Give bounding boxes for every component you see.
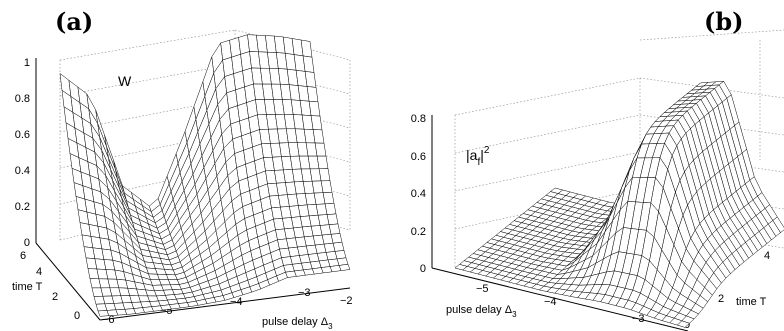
surface-patch xyxy=(338,264,351,271)
tick-label: 1 xyxy=(24,57,30,69)
panel-b-surface xyxy=(454,80,784,328)
surface-patch xyxy=(320,180,333,193)
surface-patch xyxy=(316,155,329,170)
panel-b-x-label: pulse delay Δ3 xyxy=(446,304,517,319)
surface-patch xyxy=(328,223,341,235)
tick-label: 4 xyxy=(36,266,42,278)
panel-b-z-ticks: 0.8 0.6 0.4 0.2 0 xyxy=(411,113,426,275)
surface-patch xyxy=(324,203,337,215)
surface-patch xyxy=(314,142,327,157)
tick-label: 2 xyxy=(718,293,724,305)
surface-patch xyxy=(322,192,335,205)
tick-label: 6 xyxy=(20,250,26,262)
surface-patch xyxy=(334,250,347,260)
panel-a-y-label: time T xyxy=(12,281,43,293)
panel-a-axes xyxy=(35,58,351,321)
tick-label: 0.2 xyxy=(411,226,426,238)
surface-patch xyxy=(310,115,323,131)
tick-label: 2 xyxy=(52,291,58,303)
tick-label: −3 xyxy=(298,287,311,299)
panel-a-label: (a) xyxy=(55,7,93,36)
panel-a-z-ticks: 1 0.8 0.6 0.4 0.2 0 xyxy=(15,57,30,249)
panel-b-y-label: time T xyxy=(736,296,767,308)
tick-label: −6 xyxy=(102,314,115,326)
tick-label: 0.8 xyxy=(15,93,30,105)
surface-patch xyxy=(308,100,321,117)
tick-label: 0.2 xyxy=(15,201,30,213)
tick-label: 0 xyxy=(420,263,426,275)
surface-patch xyxy=(330,233,343,244)
tick-label: 0.4 xyxy=(15,165,30,177)
tick-label: 4 xyxy=(764,250,770,262)
surface-patch xyxy=(676,320,690,328)
tick-label: −4 xyxy=(544,296,557,308)
tick-label: −2 xyxy=(340,295,353,307)
panel-b-x-ticks: −5 −4 −3 xyxy=(476,283,645,325)
surface-patch xyxy=(300,39,313,58)
panel-a-z-label: W xyxy=(118,73,132,89)
tick-label: −4 xyxy=(230,296,243,308)
panel-a-surface xyxy=(59,34,351,317)
surface-patch xyxy=(318,168,331,182)
tick-label: 0 xyxy=(74,310,80,322)
panel-a-y-ticks: 6 4 2 0 xyxy=(20,250,80,322)
panel-b-z-label: |af|2 xyxy=(466,145,490,168)
surface-patch xyxy=(326,213,339,225)
tick-label: 0 xyxy=(24,237,30,249)
surface-patch xyxy=(332,241,345,252)
surface-patch xyxy=(302,55,315,73)
tick-label: −5 xyxy=(476,283,489,295)
panel-b-label: (b) xyxy=(704,7,744,36)
panel-a: (a) 1 0.8 0.6 xyxy=(12,7,353,331)
surface-patch xyxy=(304,71,317,88)
tick-label: 0.6 xyxy=(411,151,426,163)
surface-patch xyxy=(312,129,325,144)
panel-b-axes xyxy=(431,115,689,331)
tick-label: −3 xyxy=(632,313,645,325)
panel-b: (b) 0.8 0.6 0.4 0.2 xyxy=(411,7,784,331)
tick-label: 0.4 xyxy=(411,188,426,200)
tick-label: 0.8 xyxy=(411,113,426,125)
panel-a-x-label: pulse delay Δ3 xyxy=(262,316,333,331)
surface-patch xyxy=(306,86,319,103)
tick-label: 0.6 xyxy=(15,129,30,141)
